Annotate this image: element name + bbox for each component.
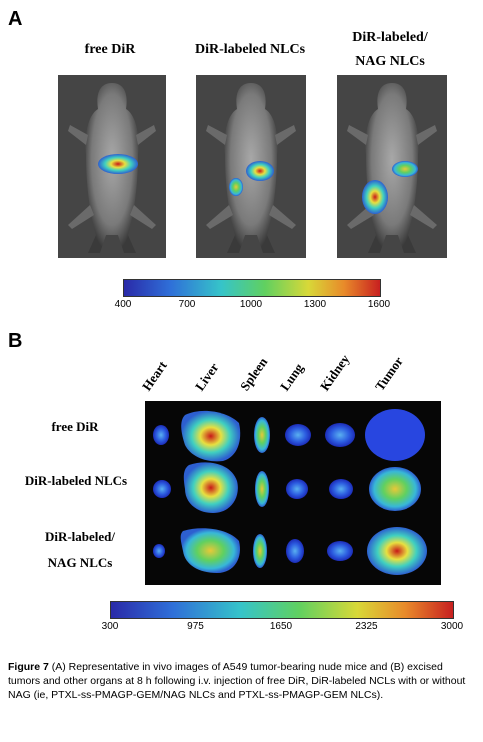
figure-caption: Figure 7 (A) Representative in vivo imag… xyxy=(8,660,476,702)
colorbar-a-tick: 700 xyxy=(178,299,196,310)
organ-header-tumor: Tumor xyxy=(371,353,406,394)
panel-a-label-dir-nag-line2: NAG NLCs xyxy=(355,54,425,69)
caption-text: (A) Representative in vivo images of A54… xyxy=(8,661,466,701)
organ-tumor-dir-nlcs xyxy=(369,467,421,511)
organ-lung-dir-nlcs xyxy=(286,479,308,499)
colorbar-b-tick: 2325 xyxy=(355,621,378,632)
organ-header-heart: Heart xyxy=(138,358,170,394)
colorbar-a-tick: 1300 xyxy=(303,299,327,310)
organ-liver-free-dir xyxy=(181,410,241,462)
organ-spleen-dir-nlcs xyxy=(255,471,269,507)
organ-lung-free-dir xyxy=(285,424,311,446)
organ-kidney-dir-nag xyxy=(327,541,353,561)
colorbar-b-tick: 975 xyxy=(187,621,204,632)
panel-b-row-dir-nlcs: DiR-labeled NLCs xyxy=(24,473,128,488)
colorbar-b-tick: 3000 xyxy=(440,621,464,632)
caption-lead: Figure 7 xyxy=(8,661,49,673)
organ-lung-dir-nag xyxy=(286,539,304,563)
organ-image-panel xyxy=(145,401,441,585)
organ-kidney-dir-nlcs xyxy=(329,479,353,499)
colorbar-a-tick: 1000 xyxy=(239,299,263,310)
organ-header-lung: Lung xyxy=(276,360,307,394)
panel-b-letter: B xyxy=(8,330,23,352)
organ-header-liver: Liver xyxy=(191,359,222,394)
organ-liver-dir-nlcs xyxy=(183,462,238,513)
organ-spleen-free-dir xyxy=(254,417,270,453)
mouse-image-dir-nag-nlcs xyxy=(337,75,447,258)
panel-b-row-dir-nag-line2: NAG NLCs xyxy=(47,555,113,570)
organ-heart-dir-nlcs xyxy=(153,480,171,498)
colorbar-a-tick: 1600 xyxy=(367,299,391,310)
panel-a-letter: A xyxy=(8,8,23,30)
organ-tumor-dir-nag xyxy=(367,527,427,575)
organ-kidney-free-dir xyxy=(325,423,355,447)
organ-heart-free-dir xyxy=(153,425,169,445)
panel-a-label-free-dir: free DiR xyxy=(84,42,136,57)
organ-header-spleen: Spleen xyxy=(236,354,271,394)
panel-a-label-dir-nag-line1: DiR-labeled/ xyxy=(352,30,428,45)
panel-b-row-dir-nag-line1: DiR-labeled/ xyxy=(44,529,116,544)
organ-header-kidney: Kidney xyxy=(316,351,353,394)
colorbar-b xyxy=(110,601,454,619)
panel-a-label-dir-nlcs: DiR-labeled NLCs xyxy=(194,42,306,57)
organ-spleen-dir-nag xyxy=(253,534,267,568)
panel-b-row-free-dir: free DiR xyxy=(51,419,99,434)
mouse-image-dir-nlcs xyxy=(196,75,306,258)
organ-liver-dir-nag xyxy=(180,528,241,573)
organ-heart-dir-nag xyxy=(153,544,165,558)
mouse-image-free-dir xyxy=(58,75,166,258)
organ-tumor-free-dir xyxy=(365,409,425,461)
colorbar-b-tick: 300 xyxy=(101,621,119,632)
colorbar-a-tick: 400 xyxy=(114,299,132,310)
colorbar-b-tick: 1650 xyxy=(269,621,293,632)
colorbar-a xyxy=(123,279,381,297)
